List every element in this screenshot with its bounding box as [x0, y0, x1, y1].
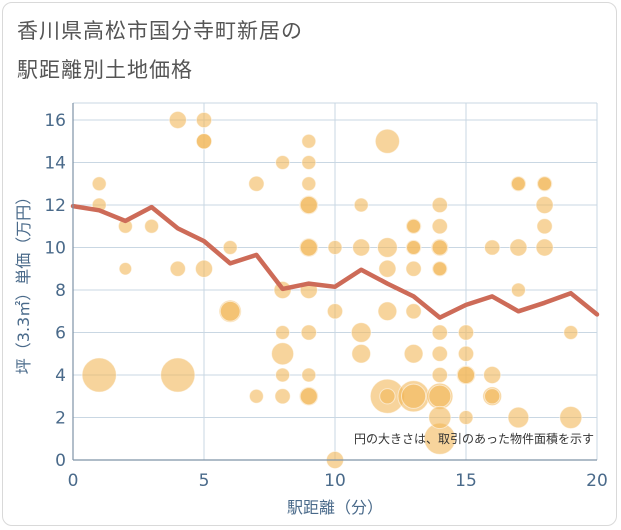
data-bubble: [299, 387, 318, 406]
data-bubble: [536, 218, 553, 235]
data-bubble: [81, 357, 117, 393]
y-axis-label: 坪（3.3㎡）単価（万円）: [14, 189, 33, 374]
data-bubble: [275, 367, 291, 383]
average-price-line: [70, 203, 600, 320]
data-bubble: [510, 176, 526, 192]
y-tick-label: 12: [44, 196, 66, 216]
data-bubble: [431, 196, 448, 214]
data-bubble: [301, 367, 317, 383]
data-bubble: [535, 195, 554, 215]
data-bubble: [431, 218, 448, 235]
data-bubble: [374, 128, 401, 154]
y-tick-label: 2: [55, 409, 66, 429]
data-bubble: [406, 218, 422, 234]
data-bubble: [428, 384, 452, 408]
data-bubble: [195, 133, 213, 150]
data-bubble: [484, 388, 501, 405]
data-bubble: [222, 240, 238, 255]
data-bubble: [377, 237, 398, 258]
data-bubble: [299, 195, 318, 215]
data-bubble: [248, 175, 265, 192]
data-bubble: [563, 325, 579, 340]
data-bubble: [428, 405, 452, 430]
data-bubble: [169, 260, 186, 277]
data-bubble: [456, 365, 476, 385]
data-bubble: [144, 218, 160, 234]
data-bubble: [299, 238, 318, 257]
data-bubble: [431, 366, 448, 384]
data-bubble: [483, 365, 502, 385]
data-bubble: [406, 240, 422, 255]
data-bubble: [326, 303, 344, 320]
data-bubble: [431, 345, 448, 362]
data-bubble: [194, 259, 214, 278]
x-tick-label: 0: [68, 471, 79, 491]
data-bubble: [378, 259, 397, 278]
size-note: 円の大きさは、取引のあった物件面積を示す: [354, 431, 594, 446]
data-bubble: [535, 238, 554, 257]
data-bubble: [403, 343, 424, 364]
y-tick-label: 10: [44, 239, 66, 259]
data-bubble: [118, 261, 133, 276]
data-bubble: [301, 133, 317, 149]
data-bubble: [91, 176, 107, 192]
x-tick-label: 20: [586, 471, 608, 491]
data-bubble: [405, 260, 422, 277]
data-bubble: [457, 324, 475, 341]
data-bubble: [405, 303, 422, 320]
x-tick-label: 10: [324, 471, 346, 491]
data-bubble: [350, 322, 372, 343]
data-bubble: [353, 197, 369, 213]
data-bubble: [458, 410, 474, 425]
average-line-series: [70, 203, 600, 320]
data-bubble: [160, 357, 196, 393]
data-bubble: [351, 343, 372, 364]
data-bubble: [431, 239, 448, 256]
data-bubble: [352, 238, 371, 257]
data-bubble: [510, 282, 526, 298]
y-tick-label: 16: [44, 111, 66, 131]
data-bubble: [168, 110, 187, 130]
data-bubble: [400, 383, 427, 409]
data-bubble: [484, 239, 501, 256]
bubble-series: [81, 110, 583, 470]
data-bubble: [457, 345, 475, 362]
y-tick-label: 14: [44, 154, 66, 174]
data-bubble: [509, 238, 528, 257]
data-bubble: [301, 176, 317, 192]
chart-title-line2: 駅距離別土地価格: [17, 58, 193, 82]
data-bubble: [379, 388, 396, 405]
y-tick-label: 8: [55, 281, 66, 301]
data-bubble: [274, 388, 291, 405]
data-bubble: [301, 155, 317, 170]
y-tick-label: 6: [55, 324, 66, 344]
data-bubble: [195, 111, 213, 129]
y-tick-label: 4: [55, 366, 66, 386]
axes: 0 2 4 6 8 10 12 14 16 0 5 10 15 20: [44, 103, 608, 491]
data-bubble: [300, 324, 317, 341]
x-axis-label: 駅距離（分）: [287, 498, 383, 517]
data-bubble: [537, 176, 553, 192]
data-bubble: [559, 405, 583, 430]
x-tick-label: 15: [455, 471, 477, 491]
data-bubble: [219, 300, 241, 322]
data-bubble: [275, 155, 291, 170]
y-tick-label: 0: [55, 451, 66, 471]
data-bubble: [432, 261, 448, 277]
data-bubble: [431, 324, 448, 341]
data-bubble: [275, 325, 291, 340]
data-bubble: [507, 406, 530, 429]
chart-title-line1: 香川県高松市国分寺町新居の: [17, 19, 303, 43]
data-bubble: [327, 240, 343, 255]
x-tick-label: 5: [199, 471, 210, 491]
data-bubble: [271, 342, 295, 366]
data-bubble: [377, 301, 398, 322]
data-bubble: [248, 388, 264, 404]
